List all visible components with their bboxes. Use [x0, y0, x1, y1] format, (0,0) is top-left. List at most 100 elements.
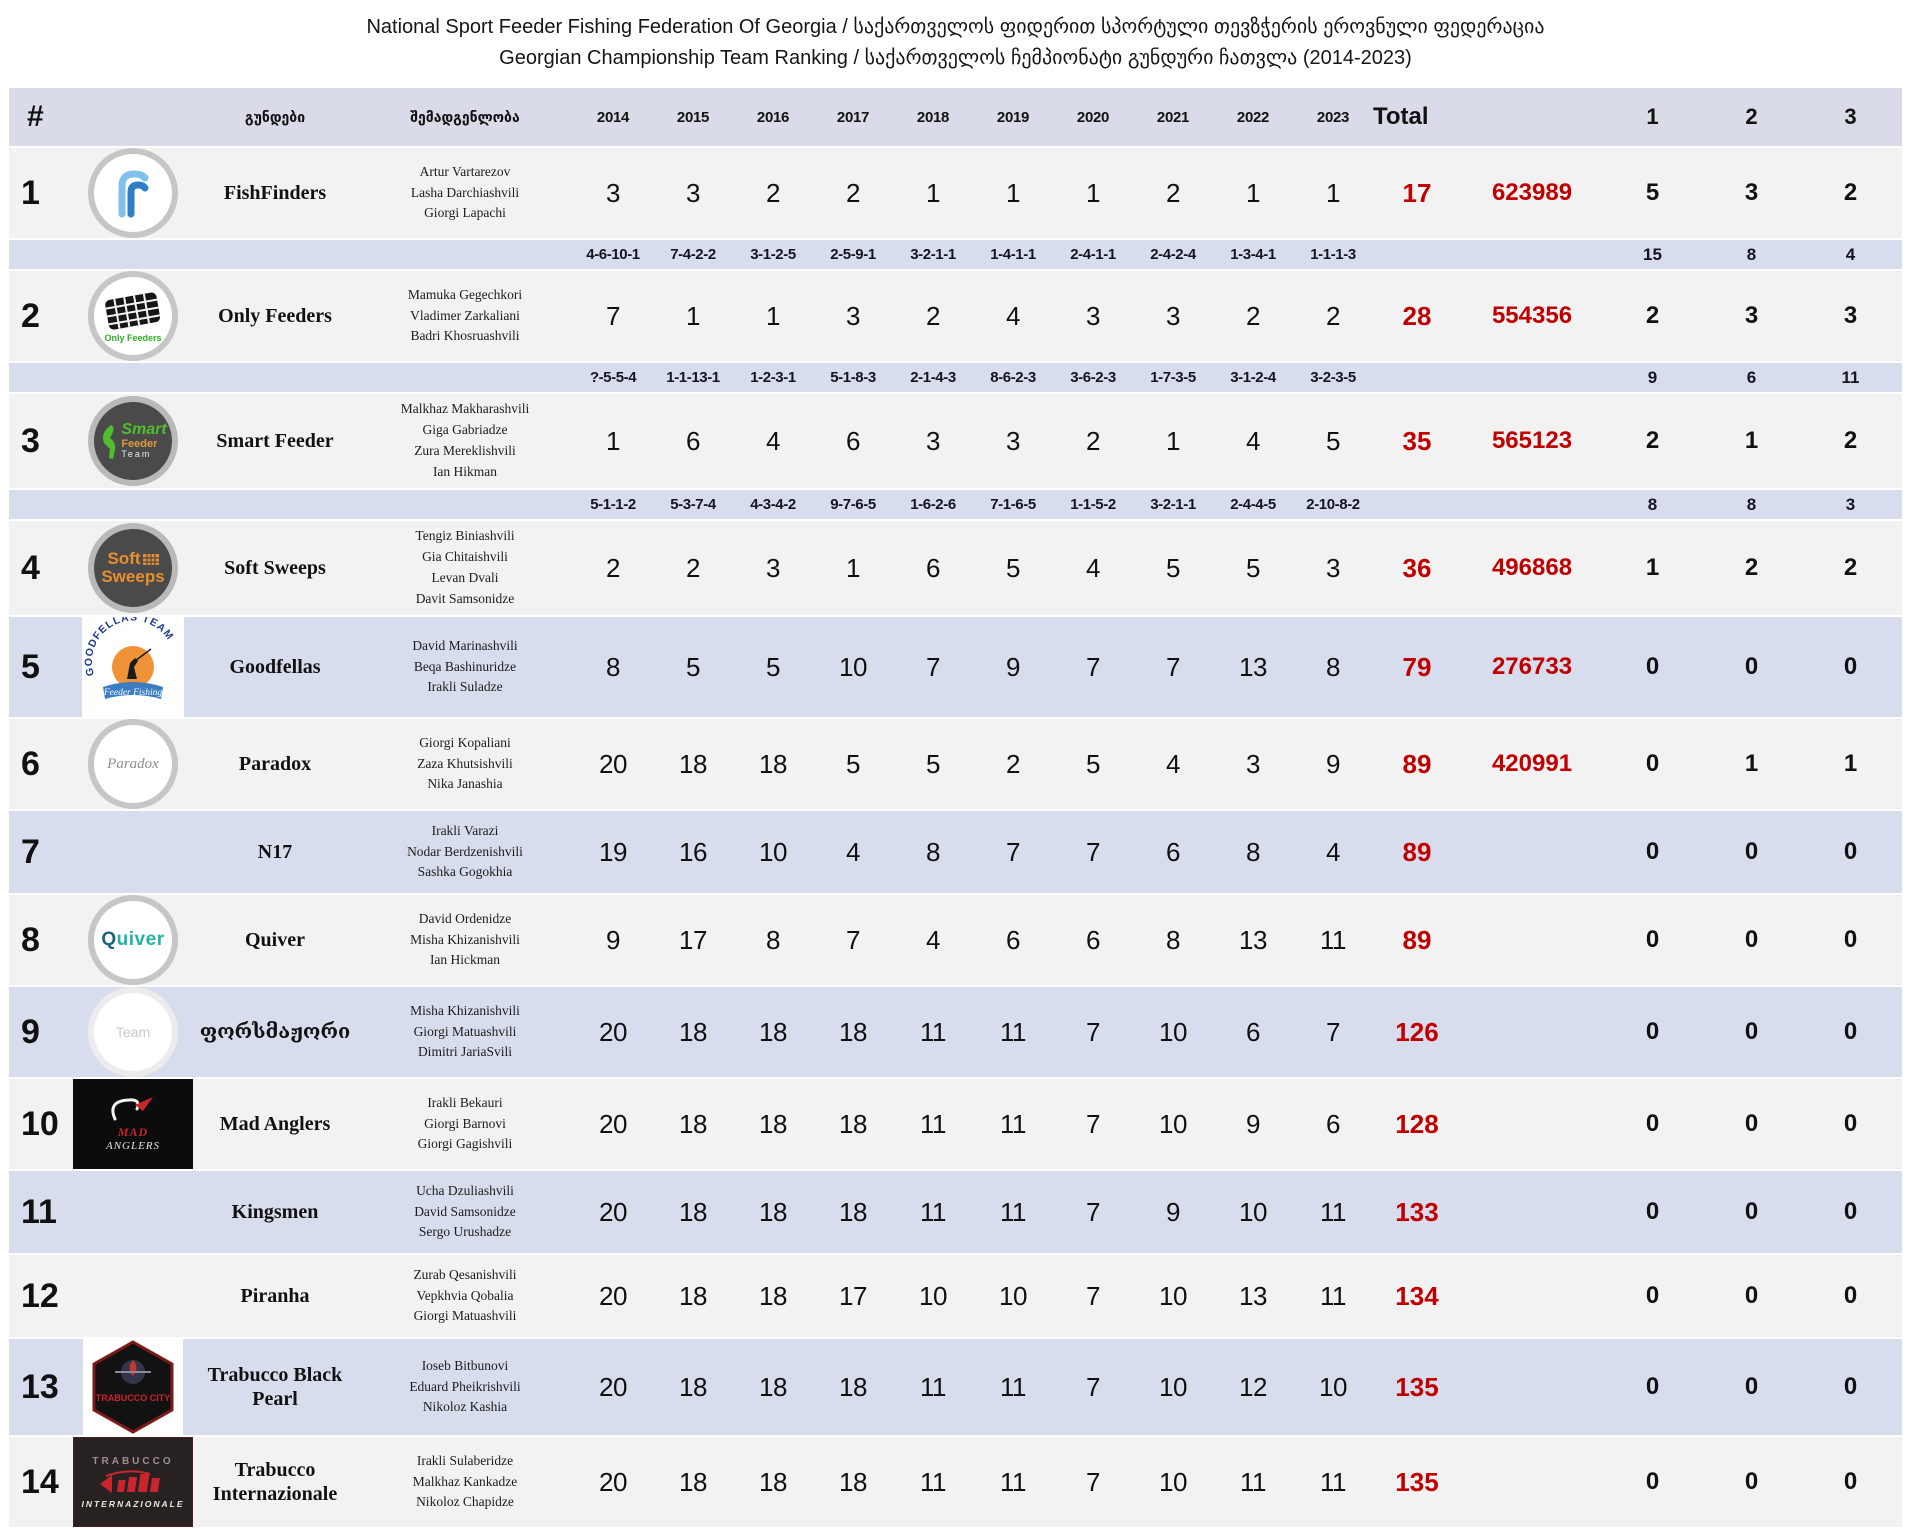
team-row-11: 11 Kingsmen Ucha Dzuliashvili David Samsoni… — [9, 1171, 1902, 1253]
first-place-count: 0 — [1645, 1110, 1660, 1137]
year-value-2020: 7 — [1086, 1108, 1100, 1139]
roster-member: David Samsonidze — [414, 1203, 516, 1219]
roster-member: Zaza Khutsishvili — [417, 755, 513, 771]
team-row-1: 1 FishFinders Artur Vartarezov Lasha Darch… — [9, 148, 1902, 238]
team-name: N17 — [257, 841, 293, 863]
year-value-2015: 18 — [679, 1371, 707, 1402]
total-value: 35 — [1402, 425, 1432, 456]
year-value-2020: 4 — [1086, 552, 1100, 583]
year-value-2018: 11 — [920, 1016, 947, 1047]
team-logo-cell: GOODFELLAS TEAM Feeder Fishing — [73, 617, 193, 717]
total-value: 134 — [1395, 1280, 1439, 1311]
team-logo-cell: Smart Feeder Team — [73, 396, 193, 486]
year-detail-2016: 4-3-4-2 — [750, 496, 796, 513]
team-row-9: 9 Team ფორსმაჟორი Misha Khizanishvili Giorg… — [9, 987, 1902, 1077]
roster-member: Ioseb Bitbunovi — [421, 1357, 509, 1373]
year-detail-2015: 7-4-2-2 — [670, 246, 716, 263]
total-value: 135 — [1395, 1466, 1439, 1497]
roster-member: Vepkhvia Qobalia — [416, 1287, 514, 1303]
year-value-2014: 7 — [606, 300, 620, 331]
second-place-column-header: 2 — [1745, 104, 1758, 129]
year-detail-2021: 2-4-2-4 — [1150, 246, 1196, 263]
roster-member: Nika Janashia — [427, 776, 503, 792]
total-value: 135 — [1395, 1371, 1439, 1402]
first-place-count: 0 — [1645, 1282, 1660, 1309]
year-value-2022: 13 — [1239, 651, 1267, 682]
team-name: Piranha — [240, 1285, 310, 1307]
year-value-2020: 6 — [1086, 924, 1100, 955]
year-detail-2023: 2-10-8-2 — [1306, 496, 1360, 513]
roster-member: Giorgi Kopaliani — [419, 734, 511, 750]
roster-member: David Marinashvili — [412, 637, 518, 653]
year-value-2017: 6 — [846, 425, 860, 456]
year-column-header-2020: 2020 — [1076, 108, 1110, 126]
third-place-count: 2 — [1843, 427, 1858, 454]
roster-member: Eduard Pheikrishvili — [409, 1378, 521, 1394]
team-name: FishFinders — [223, 182, 327, 204]
year-value-2018: 8 — [926, 836, 940, 867]
team-placeholder-logo: Team — [88, 987, 178, 1077]
second-place-count: 0 — [1744, 1373, 1759, 1400]
year-value-2017: 3 — [846, 300, 860, 331]
year-value-2017: 10 — [839, 651, 867, 682]
roster-member: Levan Dvali — [431, 570, 499, 585]
third-place-detail-count: 3 — [1845, 494, 1856, 514]
year-value-2023: 9 — [1326, 748, 1340, 779]
fish-icon — [100, 1469, 160, 1493]
year-detail-2017: 5-1-8-3 — [830, 369, 876, 386]
year-value-2022: 3 — [1246, 748, 1260, 779]
team-name: Soft Sweeps — [224, 557, 326, 579]
team-row-3: 3 Smart Feeder Team Smart Feeder Malkhaz … — [9, 394, 1902, 488]
rank-cell: 11 — [21, 1192, 57, 1231]
year-column-header-2014: 2014 — [596, 108, 630, 126]
year-column-header-2021: 2021 — [1156, 108, 1190, 126]
smartfeeder-logo-text-team: Team — [121, 449, 152, 460]
year-value-2019: 7 — [1006, 836, 1020, 867]
third-place-count: 0 — [1843, 653, 1858, 680]
year-detail-2016: 1-2-3-1 — [750, 369, 796, 386]
roster-member: Ian Hickman — [429, 952, 501, 968]
year-value-2021: 9 — [1166, 1196, 1180, 1227]
softsweeps-logo-text-soft: Soft — [107, 549, 141, 569]
total-value: 36 — [1402, 552, 1432, 583]
rank-cell: 6 — [21, 744, 40, 783]
year-column-header-2015: 2015 — [676, 108, 710, 126]
points-value: 496868 — [1491, 554, 1573, 581]
third-place-count: 0 — [1843, 1468, 1858, 1495]
first-place-count: 0 — [1645, 750, 1660, 777]
team-roster: Irakli Sulaberidze Malkhaz Kankadze Nikolo… — [357, 1451, 573, 1514]
second-place-count: 1 — [1744, 750, 1759, 777]
roster-member: Irakli Varazi — [431, 822, 499, 838]
second-place-detail-count: 8 — [1746, 494, 1757, 514]
second-place-count: 1 — [1744, 427, 1759, 454]
roster-column-header: შემადგენლობა — [410, 108, 520, 125]
roster-member: Sergo Urushadze — [418, 1224, 512, 1240]
second-place-count: 0 — [1744, 1198, 1759, 1225]
year-value-2022: 13 — [1239, 1280, 1267, 1311]
roster-member: Giorgi Matuashvili — [413, 1308, 517, 1324]
year-value-2015: 18 — [679, 1466, 707, 1497]
year-value-2017: 4 — [846, 836, 860, 867]
madanglers-logo: MAD ANGLERS — [73, 1079, 193, 1169]
team-roster: Giorgi Kopaliani Zaza Khutsishvili Nika Ja… — [357, 733, 573, 796]
year-value-2018: 11 — [920, 1466, 947, 1497]
banner-ribbon — [103, 682, 163, 699]
year-value-2020: 7 — [1086, 836, 1100, 867]
roster-member: Irakli Suladze — [427, 679, 503, 695]
year-value-2019: 1 — [1006, 177, 1020, 208]
year-detail-2019: 1-4-1-1 — [990, 246, 1036, 263]
year-value-2022: 4 — [1246, 425, 1260, 456]
first-place-count: 0 — [1645, 1198, 1660, 1225]
goodfellas-logo: GOODFELLAS TEAM Feeder Fishing — [82, 617, 184, 717]
year-value-2018: 10 — [919, 1280, 947, 1311]
year-value-2022: 1 — [1246, 177, 1260, 208]
year-value-2017: 7 — [846, 924, 860, 955]
year-value-2016: 18 — [759, 1280, 787, 1311]
second-place-detail-count: 8 — [1746, 244, 1757, 264]
year-detail-2022: 1-3-4-1 — [1230, 246, 1276, 263]
rank-cell: 5 — [21, 647, 40, 686]
year-value-2023: 11 — [1320, 1466, 1347, 1497]
trabucco-internazionale-logo: TRABUCCO INTERNAZIONALE — [73, 1437, 193, 1527]
first-place-column-header: 1 — [1646, 104, 1659, 129]
softsweeps-logo: Soft Sweeps — [88, 523, 178, 613]
